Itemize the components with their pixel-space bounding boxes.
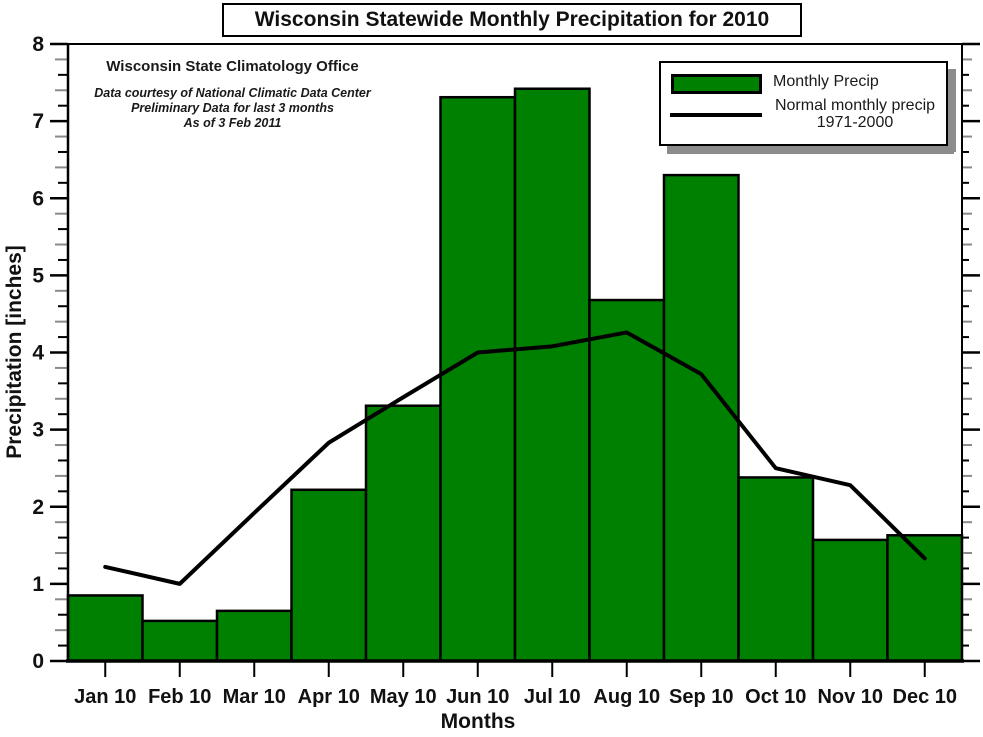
normal-precip-line [103,330,927,586]
source-annotation: Wisconsin State Climatology Office Data … [60,58,405,131]
climatology-office-label: Wisconsin State Climatology Office [106,58,359,75]
bar-nov [811,538,889,663]
legend: Monthly Precip Normal monthly precip 197… [659,61,956,154]
legend-line-label-text: Normal monthly precip [774,97,936,114]
y-tick-label: 7 [32,110,44,133]
x-tick-label: May 10 [370,686,437,708]
y-tick-label: 1 [32,573,44,596]
x-axis-title: Months [440,710,516,733]
bar-jun [439,95,517,663]
x-tick-label: Sep 10 [669,686,733,708]
chart-title-box: Wisconsin Statewide Monthly Precipitatio… [222,3,802,37]
x-tick-label: Nov 10 [817,686,883,708]
y-tick-label: 5 [32,264,44,287]
y-tick-label: 3 [32,419,44,442]
legend-bar-swatch [671,74,762,94]
chart-title: Wisconsin Statewide Monthly Precipitatio… [254,8,770,31]
legend-line-label-years: 1971-2000 [816,114,894,131]
bar-oct [737,476,815,663]
bar-aug [588,298,666,663]
legend-shadow [667,146,954,154]
legend-bar-label: Monthly Precip [773,73,879,90]
y-axis-title: Precipitation [inches] [3,245,26,459]
x-tick-label: Feb 10 [148,686,211,708]
bar-jul [513,87,591,663]
x-tick-label: Jun 10 [446,686,509,708]
y-tick-label: 0 [32,650,44,673]
y-tick-label: 6 [32,187,44,210]
x-tick-label: Aug 10 [593,686,660,708]
x-tick-label: Apr 10 [298,686,360,708]
bar-may [364,404,442,663]
as-of-date-note: As of 3 Feb 2011 [183,116,282,130]
y-tick-label: 2 [32,496,44,519]
x-tick-label: Mar 10 [223,686,286,708]
bar-jan [66,594,144,663]
legend-shadow [948,69,956,152]
x-tick-label: Oct 10 [745,686,806,708]
data-courtesy-note: Data courtesy of National Climatic Data … [94,86,371,100]
bar-dec [886,534,964,663]
bar-mar [215,609,293,663]
preliminary-data-note: Preliminary Data for last 3 months [131,101,334,115]
legend-line-label: Normal monthly precip 1971-2000 [771,97,939,131]
y-tick-label: 8 [32,33,44,56]
bar-apr [290,488,368,663]
legend-line-sample [670,113,762,117]
y-tick-label: 4 [32,342,44,365]
x-tick-label: Jan 10 [74,686,136,708]
x-tick-label: Dec 10 [893,686,958,708]
bar-sep [662,173,740,663]
x-tick-label: Jul 10 [524,686,581,708]
bar-feb [141,619,219,663]
